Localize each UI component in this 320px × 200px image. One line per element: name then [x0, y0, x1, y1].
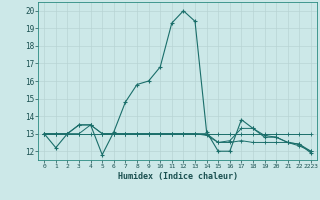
- X-axis label: Humidex (Indice chaleur): Humidex (Indice chaleur): [118, 172, 238, 181]
